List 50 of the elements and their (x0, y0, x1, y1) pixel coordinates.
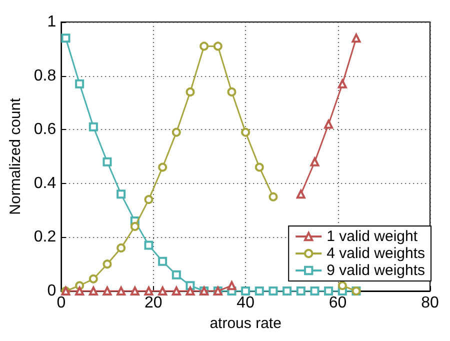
legend-label: 9 valid weights (326, 262, 426, 279)
point (158, 256, 168, 266)
point (213, 42, 222, 51)
point (61, 34, 70, 43)
legend-label: 4 valid weights (326, 245, 426, 262)
point (88, 122, 98, 132)
point (144, 240, 154, 250)
point (102, 157, 112, 166)
point (324, 120, 334, 129)
point (116, 243, 126, 252)
point (227, 87, 236, 96)
point (172, 128, 181, 137)
point (116, 190, 126, 199)
point (338, 281, 347, 290)
point (158, 162, 168, 172)
point (88, 274, 98, 284)
point (268, 192, 278, 202)
point (241, 128, 250, 137)
legend-label: 1 valid weight (326, 228, 418, 245)
x-axis-title: atrous rate (210, 314, 282, 332)
point (144, 195, 154, 204)
point (352, 34, 361, 43)
x-tick-label: 20 (144, 294, 162, 312)
y-tick-label: 0.4 (34, 174, 56, 192)
point (310, 286, 320, 296)
point (296, 190, 306, 199)
point (338, 79, 347, 88)
point (296, 286, 306, 296)
x-tick-label: 60 (328, 294, 347, 312)
point (254, 162, 264, 172)
point (310, 157, 320, 166)
x-tick-label: 40 (236, 294, 255, 312)
point (75, 79, 84, 88)
point (241, 286, 250, 296)
y-tick-label: 0.2 (34, 228, 56, 246)
y-tick-label: 1 (47, 14, 56, 30)
x-tick-label: 80 (421, 294, 439, 312)
y-tick-label: 0.6 (34, 121, 56, 138)
point (324, 286, 334, 296)
point (186, 87, 195, 96)
y-tick-label: 0 (47, 282, 56, 300)
point (268, 286, 278, 296)
y-axis-title: Normalized count (7, 97, 24, 215)
point (254, 286, 264, 296)
point (130, 222, 140, 231)
point (172, 270, 181, 280)
point (200, 42, 209, 51)
point (282, 286, 292, 296)
point (102, 260, 112, 269)
y-tick-label: 0.8 (34, 67, 56, 84)
